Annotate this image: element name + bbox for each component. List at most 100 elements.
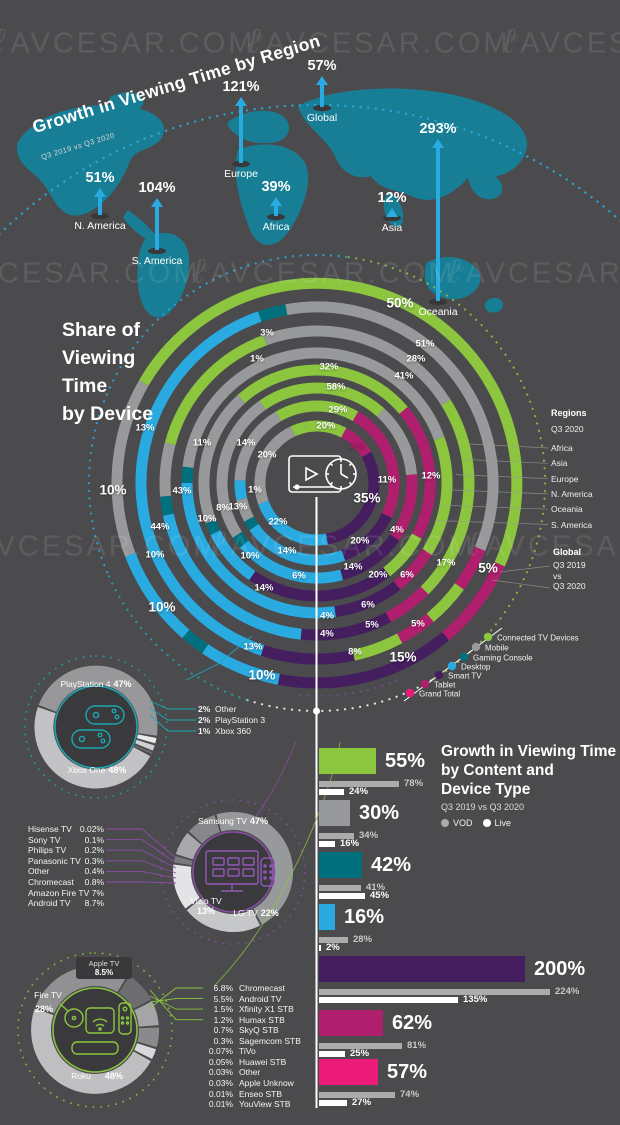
arrow-base (267, 213, 285, 221)
ring-segment (257, 304, 288, 322)
rings-title: Share of Viewing Time by Device (62, 316, 153, 428)
desktop-dot (447, 661, 457, 671)
gamepad-icons (71, 705, 125, 749)
stb-row: 0.7% SkyQ STB (213, 1025, 279, 1036)
legend-callout-line (499, 565, 551, 573)
video-player-clock-icon (288, 455, 357, 493)
bar-vod-label: 34% (359, 830, 379, 841)
ring-segment (290, 420, 347, 438)
ring-segment (135, 311, 265, 656)
bars-title: Growth in Viewing Time by Content and De… (441, 742, 616, 799)
stream-fire-label: Fire TV (34, 990, 62, 1000)
ring-label: 6% (361, 599, 375, 611)
smart-tv-dot (434, 670, 444, 680)
ring-label: 13% (135, 422, 155, 434)
ring-label: 43% (172, 485, 192, 497)
ring-segment (162, 513, 302, 640)
ring-segment (236, 497, 254, 522)
stb-row: 0.07% TiVo (208, 1046, 256, 1057)
ring-label: 1% (248, 484, 262, 496)
ring-label: 28% (406, 353, 426, 365)
regions-legend-item: S. America (551, 519, 593, 530)
bar-live (319, 841, 335, 847)
ring-segment (390, 474, 418, 541)
tv-donut-slice (186, 898, 261, 932)
ring-label: 10% (240, 550, 260, 562)
regions-legend-header: Regions (551, 408, 587, 418)
ring-label: 35% (353, 490, 381, 506)
ring-label: 6% (292, 570, 306, 582)
ring-label: 13% (243, 641, 263, 653)
bar-live-label: 27% (352, 1097, 372, 1108)
ring-segment (277, 631, 450, 689)
ring-segment (159, 442, 176, 497)
ring-segment (396, 613, 434, 644)
console-donut-slice (34, 707, 151, 789)
bar-vod-label: 224% (555, 986, 580, 997)
ring-segment (383, 533, 422, 577)
bar-main-label: 55% (385, 750, 426, 772)
stb-row: 0.05% Huawei STB (208, 1056, 287, 1067)
bar-vod (319, 833, 354, 839)
arrow-base (429, 298, 447, 306)
console-callout-line (149, 714, 196, 732)
tv-brand-row: Hisense TV 0.02% (28, 824, 104, 834)
stream-donut-slice (134, 1001, 159, 1028)
ring-label: 4% (320, 628, 334, 640)
ring-segment (399, 406, 436, 539)
console-callout-row: 1% Xbox 360 (198, 726, 251, 736)
bar-main (319, 852, 362, 878)
ring-label: 5% (478, 560, 498, 576)
legend-callout-line (491, 579, 551, 589)
ring-segment (393, 548, 432, 590)
ring-segment (285, 301, 499, 551)
growth-arrowhead (270, 197, 282, 206)
divider-dot (313, 707, 320, 715)
map-region-name: Africa (262, 221, 290, 233)
tv-samsung-label: Samsung TV 47% (198, 816, 268, 826)
ring-segment (442, 562, 505, 641)
map-region-value: 57% (307, 58, 337, 74)
console-donut-slice (38, 665, 158, 736)
bar-main-label: 42% (371, 854, 412, 876)
global-legend-line: Q3 2019 (553, 560, 586, 570)
ring-segment (160, 495, 174, 516)
device-legend-label: Gaming Console (473, 653, 533, 663)
growth-arrowhead (94, 188, 106, 197)
console-bottom-label: Xbox One 48% (67, 765, 127, 775)
console-wire (185, 635, 253, 681)
console-callout-row: 2% PlayStation 3 (198, 715, 266, 725)
gaming-console-dot (459, 652, 469, 662)
ring-segment (385, 586, 429, 623)
console-callout-line (149, 700, 196, 710)
ring-segment (234, 480, 248, 501)
ring-label: 41% (394, 370, 414, 382)
ring-label: 2% (350, 440, 364, 452)
bar-live-label: 135% (463, 994, 488, 1005)
ring-segment (420, 399, 475, 595)
bar-main (319, 956, 525, 982)
ring-label: 14% (236, 437, 256, 449)
regions-legend-item: N. America (551, 488, 593, 499)
ring-segment (205, 519, 221, 535)
ring-segment (125, 552, 190, 639)
ring-label: 10% (148, 599, 176, 615)
stb-callout-line (149, 989, 203, 1021)
tv-donut-slice (216, 812, 293, 925)
stream-roku-label: Roku 48% (71, 1071, 123, 1081)
ring-label: 50% (386, 295, 414, 311)
ring-segment (198, 394, 246, 524)
tv-wire (251, 741, 297, 823)
console-donut-slice (134, 744, 153, 754)
ring-segment (376, 408, 418, 476)
bar-vod (319, 885, 361, 891)
